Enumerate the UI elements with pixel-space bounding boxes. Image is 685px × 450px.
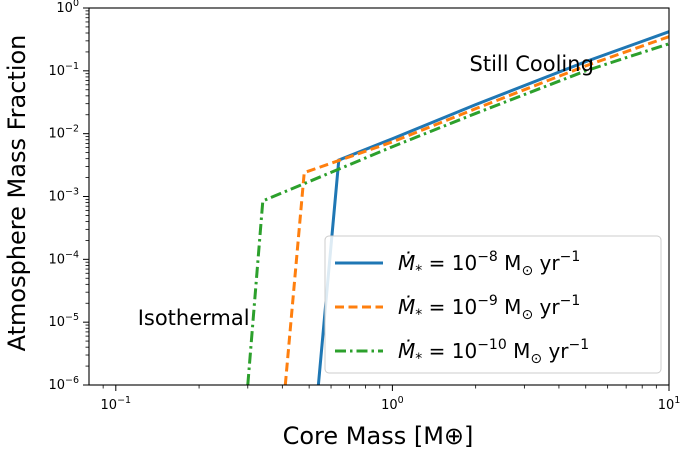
y-tick-label: 10−3 [48, 187, 79, 205]
series-layer [246, 30, 670, 386]
y-tick-label: 10−5 [48, 312, 79, 330]
legend-label-3: Ṁ* = 10−10 M⊙ yr−1 [398, 337, 589, 367]
annotation-2: Isothermal [138, 306, 250, 330]
x-tick-label: 101 [658, 395, 681, 413]
y-tick-label: 10−4 [48, 249, 79, 267]
legend-label-2: Ṁ* = 10−9 M⊙ yr−1 [398, 293, 580, 323]
legend: Ṁ* = 10−8 M⊙ yr−1 Ṁ* = 10−9 M⊙ yr−1 Ṁ* = 1… [324, 235, 662, 374]
y-axis-label: Atmosphere Mass Fraction [3, 35, 31, 352]
y-tick-label: 10−1 [48, 61, 79, 79]
legend-box [324, 235, 662, 374]
annotation-layer: Still Cooling Isothermal [138, 52, 594, 330]
y-tick-label: 10−2 [48, 124, 79, 142]
series-line-2 [283, 35, 670, 386]
y-tick-label: 100 [56, 0, 79, 16]
series-line-3 [246, 42, 670, 386]
legend-label-1: Ṁ* = 10−8 M⊙ yr−1 [398, 249, 580, 279]
y-tick-label: 10−6 [48, 375, 79, 393]
annotation-1: Still Cooling [470, 52, 594, 76]
x-axis-label: Core Mass [M⊕] [283, 422, 474, 450]
ticks-layer: 10−1 100 101 10−6 10−5 10−4 10−3 10−2 10−1 100 [48, 0, 680, 413]
x-tick-label: 10−1 [101, 395, 132, 413]
x-tick-label: 100 [381, 395, 404, 413]
series-line-1 [316, 30, 670, 386]
